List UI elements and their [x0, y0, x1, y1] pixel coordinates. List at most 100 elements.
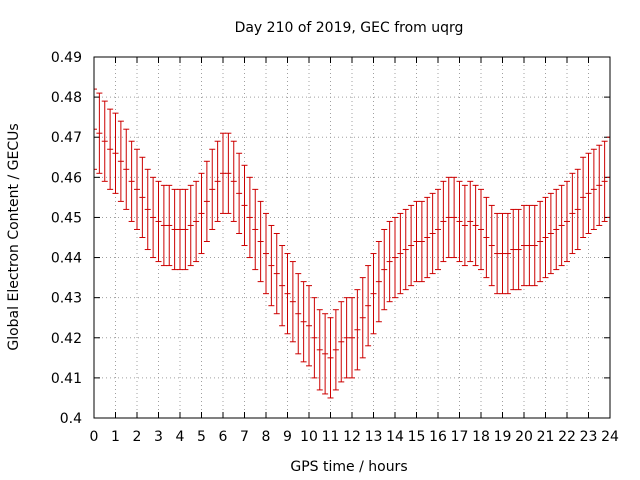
error-bar: [338, 301, 345, 383]
error-bar: [585, 152, 592, 234]
error-bar: [316, 309, 323, 391]
x-tick-label: 16: [429, 429, 447, 445]
tick-labels: 0 1 2 3 4 5 6 7 8 9 10 11 12 13 14 15 16 17 18 19 20 21 22 23 24…: [51, 50, 619, 445]
error-bar: [139, 156, 146, 238]
error-bar: [370, 253, 377, 335]
y-tick-label: 0.42: [51, 331, 82, 347]
error-bar: [531, 204, 538, 287]
chart-title: Day 210 of 2019, GEC from uqrg: [235, 20, 464, 36]
error-bar: [322, 313, 329, 395]
y-tick-label: 0.4: [60, 411, 82, 427]
error-bar: [510, 208, 517, 291]
x-tick-label: 2: [133, 429, 142, 445]
x-tick-label: 12: [343, 429, 361, 445]
x-tick-label: 1: [111, 429, 120, 445]
x-tick-label: 21: [537, 429, 555, 445]
x-tick-label: 14: [386, 429, 404, 445]
error-bar: [236, 152, 243, 234]
error-bar: [96, 92, 103, 174]
error-bar: [284, 253, 291, 335]
error-bar: [171, 188, 178, 271]
error-bar: [300, 281, 307, 363]
error-bar: [392, 216, 398, 299]
error-bar: [386, 220, 393, 303]
error-bar: [177, 188, 183, 271]
error-bar: [413, 200, 420, 283]
y-tick-label: 0.46: [51, 170, 82, 186]
error-bar: [494, 212, 501, 295]
error-bar: [241, 164, 248, 247]
x-tick-label: 5: [197, 429, 206, 445]
error-bar: [230, 140, 237, 222]
error-bar: [515, 208, 522, 291]
error-bar: [590, 148, 597, 230]
x-tick-label: 0: [90, 429, 99, 445]
error-bar: [456, 180, 463, 263]
error-bar: [435, 188, 441, 271]
error-bar: [537, 200, 544, 283]
x-tick-label: 4: [176, 429, 185, 445]
x-tick-label: 23: [580, 429, 598, 445]
error-bar: [553, 188, 560, 271]
error-bar: [166, 184, 173, 267]
error-bar: [601, 140, 608, 222]
error-bar: [402, 208, 409, 291]
error-bar: [257, 200, 264, 283]
x-tick-label: 22: [558, 429, 576, 445]
x-tick-label: 20: [515, 429, 533, 445]
error-bar: [354, 289, 361, 371]
error-bar: [408, 204, 415, 287]
y-tick-label: 0.44: [51, 251, 82, 267]
x-tick-label: 11: [322, 429, 340, 445]
x-tick-label: 24: [601, 429, 619, 445]
error-bar: [273, 232, 280, 315]
error-bar: [209, 148, 216, 230]
y-tick-label: 0.47: [51, 130, 82, 146]
error-bar: [359, 277, 366, 359]
error-bar: [424, 196, 431, 279]
error-bar: [547, 192, 554, 275]
error-bar: [327, 317, 334, 399]
y-tick-label: 0.48: [51, 90, 82, 106]
y-tick-label: 0.41: [51, 371, 82, 387]
error-bar: [252, 188, 259, 271]
error-bar: [225, 132, 232, 214]
error-bar: [542, 196, 549, 279]
error-bar: [182, 188, 189, 271]
error-bar: [478, 188, 484, 271]
error-bar: [418, 200, 425, 283]
error-bar: [220, 132, 226, 214]
error-bar: [558, 184, 565, 267]
y-axis-label: Global Electron Content / GECUs: [6, 123, 22, 350]
error-bar: [488, 204, 495, 287]
error-bar: [461, 184, 468, 267]
error-bar: [198, 172, 205, 255]
error-bar: [203, 160, 210, 243]
error-bar: [144, 168, 151, 251]
error-bar: [375, 241, 382, 323]
error-bar: [101, 100, 108, 182]
y-tick-label: 0.43: [51, 291, 82, 307]
error-bar: [445, 176, 452, 259]
error-bar: [214, 140, 221, 222]
error-bar: [263, 212, 269, 295]
error-bar: [504, 212, 511, 295]
error-bar: [440, 180, 447, 263]
error-bar: [155, 180, 162, 263]
x-tick-label: 15: [408, 429, 426, 445]
x-tick-label: 17: [451, 429, 469, 445]
error-bar: [365, 265, 372, 347]
error-bar: [381, 228, 388, 311]
error-bar: [150, 176, 157, 259]
error-bar: [596, 144, 603, 226]
error-bar: [246, 176, 253, 259]
error-bar: [467, 180, 474, 263]
x-tick-label: 19: [494, 429, 512, 445]
error-bar: [521, 204, 527, 287]
error-bar: [332, 309, 339, 391]
error-bar: [117, 120, 124, 202]
x-axis-label: GPS time / hours: [290, 459, 407, 475]
error-bar: [112, 112, 119, 194]
error-bar: [268, 224, 275, 307]
